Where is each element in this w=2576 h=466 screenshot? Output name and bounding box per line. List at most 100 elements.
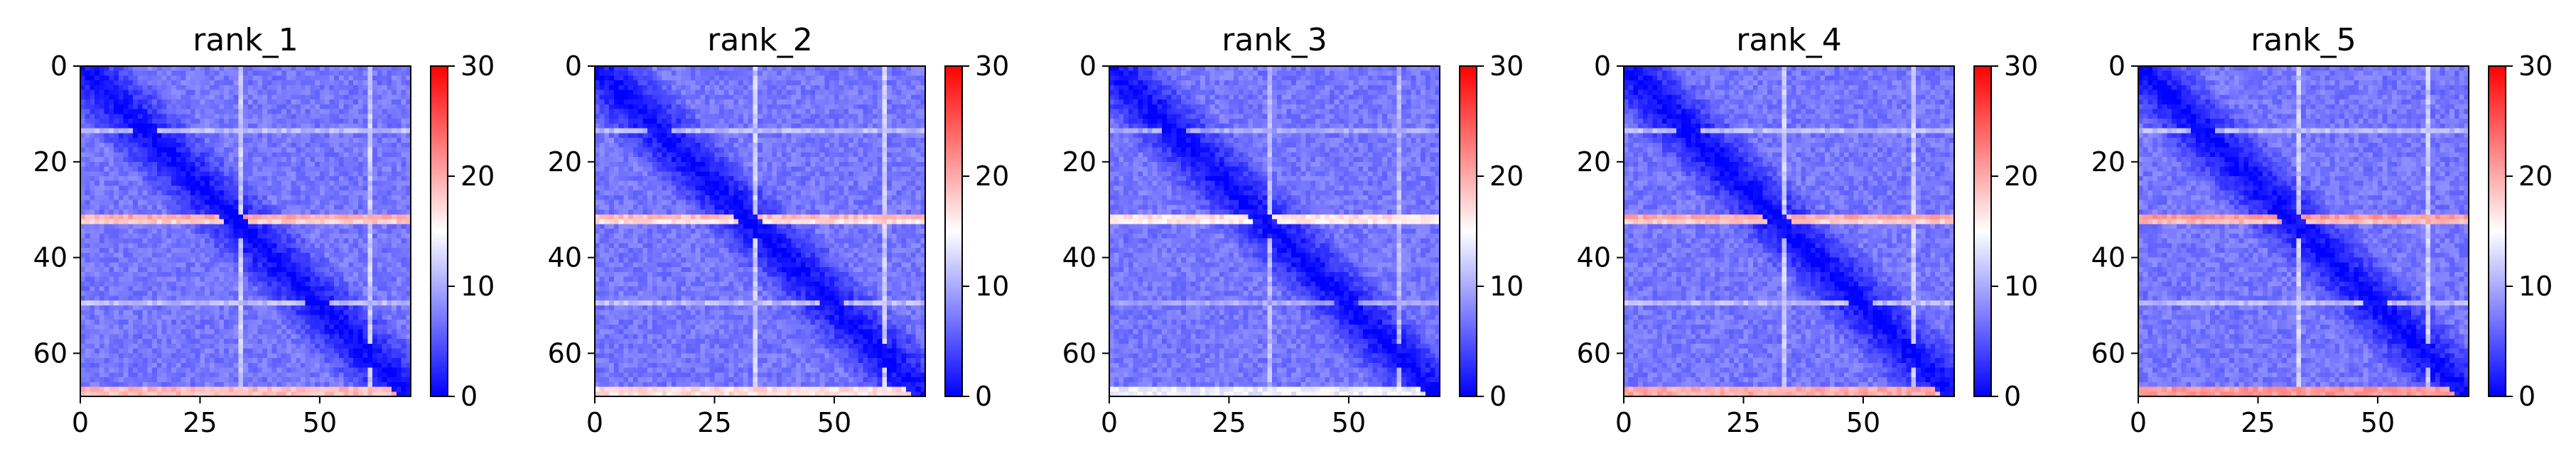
heatmap-cell	[257, 66, 262, 71]
heatmap-cell	[205, 358, 210, 363]
heatmap-cell	[253, 262, 258, 267]
heatmap-cell	[124, 325, 129, 330]
heatmap-cell	[176, 286, 181, 291]
heatmap-cell	[128, 325, 133, 330]
heatmap-cell	[377, 349, 382, 354]
heatmap-cell	[310, 262, 315, 267]
heatmap-cell	[339, 239, 344, 244]
heatmap-cell	[372, 200, 377, 205]
heatmap-cell	[257, 330, 262, 335]
heatmap-cell	[185, 262, 190, 267]
heatmap-cell	[291, 243, 296, 248]
heatmap-cell	[171, 353, 176, 358]
heatmap-cell	[286, 248, 291, 253]
heatmap-cell	[397, 124, 402, 129]
heatmap-cell	[109, 330, 114, 335]
heatmap-cell	[339, 143, 344, 148]
heatmap-cell	[248, 75, 253, 80]
heatmap-cell	[185, 325, 190, 330]
heatmap-cell	[224, 176, 229, 181]
heatmap-cell	[272, 176, 277, 181]
heatmap-cell	[267, 286, 272, 291]
heatmap-cell	[647, 75, 652, 80]
heatmap-cell	[152, 358, 157, 363]
heatmap-cell	[185, 344, 190, 349]
heatmap-cell	[392, 300, 397, 305]
heatmap-cell	[224, 162, 229, 167]
heatmap-cell	[215, 215, 220, 220]
heatmap-cell	[392, 85, 397, 90]
heatmap-cell	[133, 109, 138, 114]
heatmap-cell	[257, 224, 262, 229]
heatmap-cell	[286, 281, 291, 286]
heatmap-cell	[344, 190, 349, 195]
heatmap-cell	[152, 85, 157, 90]
heatmap-cell	[320, 176, 325, 181]
heatmap-cell	[767, 66, 772, 71]
heatmap-cell	[372, 358, 377, 363]
heatmap-cell	[267, 339, 272, 344]
heatmap-cell	[80, 382, 85, 387]
heatmap-cell	[190, 157, 195, 162]
heatmap-cell	[339, 253, 344, 258]
heatmap-cell	[128, 339, 133, 344]
heatmap-cell	[200, 104, 205, 109]
heatmap-cell	[262, 129, 267, 134]
heatmap-cell	[363, 104, 368, 109]
heatmap-cell	[863, 71, 868, 76]
heatmap-cell	[306, 138, 311, 143]
heatmap-cell	[281, 387, 286, 392]
heatmap-cell	[185, 239, 190, 244]
heatmap-cell	[272, 143, 277, 148]
heatmap-cell	[787, 66, 792, 71]
heatmap-cell	[257, 129, 262, 134]
heatmap-cell	[243, 368, 248, 373]
heatmap-cell	[363, 185, 368, 190]
heatmap-cell	[104, 349, 109, 354]
heatmap-cell	[267, 66, 272, 71]
heatmap-cell	[696, 66, 701, 71]
heatmap-cell	[387, 99, 392, 104]
heatmap-cell	[353, 205, 358, 210]
heatmap-cell	[382, 104, 387, 109]
heatmap-cell	[262, 334, 267, 339]
heatmap-cell	[138, 195, 143, 200]
heatmap-cell	[353, 368, 358, 373]
heatmap-cell	[339, 90, 344, 95]
heatmap-cell	[152, 277, 157, 282]
heatmap-cell	[171, 181, 176, 186]
heatmap-cell	[90, 205, 95, 210]
heatmap-cell	[114, 272, 119, 277]
heatmap-cell	[195, 94, 200, 99]
heatmap-cell	[114, 296, 119, 300]
heatmap-cell	[301, 138, 306, 143]
heatmap-cell	[181, 358, 186, 363]
heatmap-cell	[281, 167, 286, 172]
heatmap-cell	[286, 80, 291, 85]
heatmap-cell	[147, 325, 152, 330]
heatmap-cell	[219, 181, 224, 186]
heatmap-cell	[325, 296, 330, 300]
heatmap-cell	[195, 167, 200, 172]
heatmap-cell	[157, 353, 162, 358]
heatmap-cell	[329, 85, 334, 90]
heatmap-cell	[95, 344, 99, 349]
heatmap-cell	[272, 291, 277, 296]
heatmap-cell	[325, 75, 330, 80]
heatmap-cell	[392, 277, 397, 282]
heatmap-cell	[353, 171, 358, 176]
heatmap-cell	[238, 181, 243, 186]
heatmap-cell	[147, 296, 152, 300]
heatmap-cell	[306, 195, 311, 200]
heatmap-cell	[195, 296, 200, 300]
heatmap-cell	[344, 358, 349, 363]
heatmap-cell	[315, 143, 320, 148]
heatmap-cell	[152, 94, 157, 99]
heatmap-cell	[157, 320, 162, 325]
heatmap-cell	[243, 224, 248, 229]
heatmap-cell	[95, 66, 99, 71]
heatmap-cell	[367, 267, 372, 272]
heatmap-cell	[276, 358, 281, 363]
heatmap-cell	[85, 171, 90, 176]
heatmap-cell	[195, 248, 200, 253]
